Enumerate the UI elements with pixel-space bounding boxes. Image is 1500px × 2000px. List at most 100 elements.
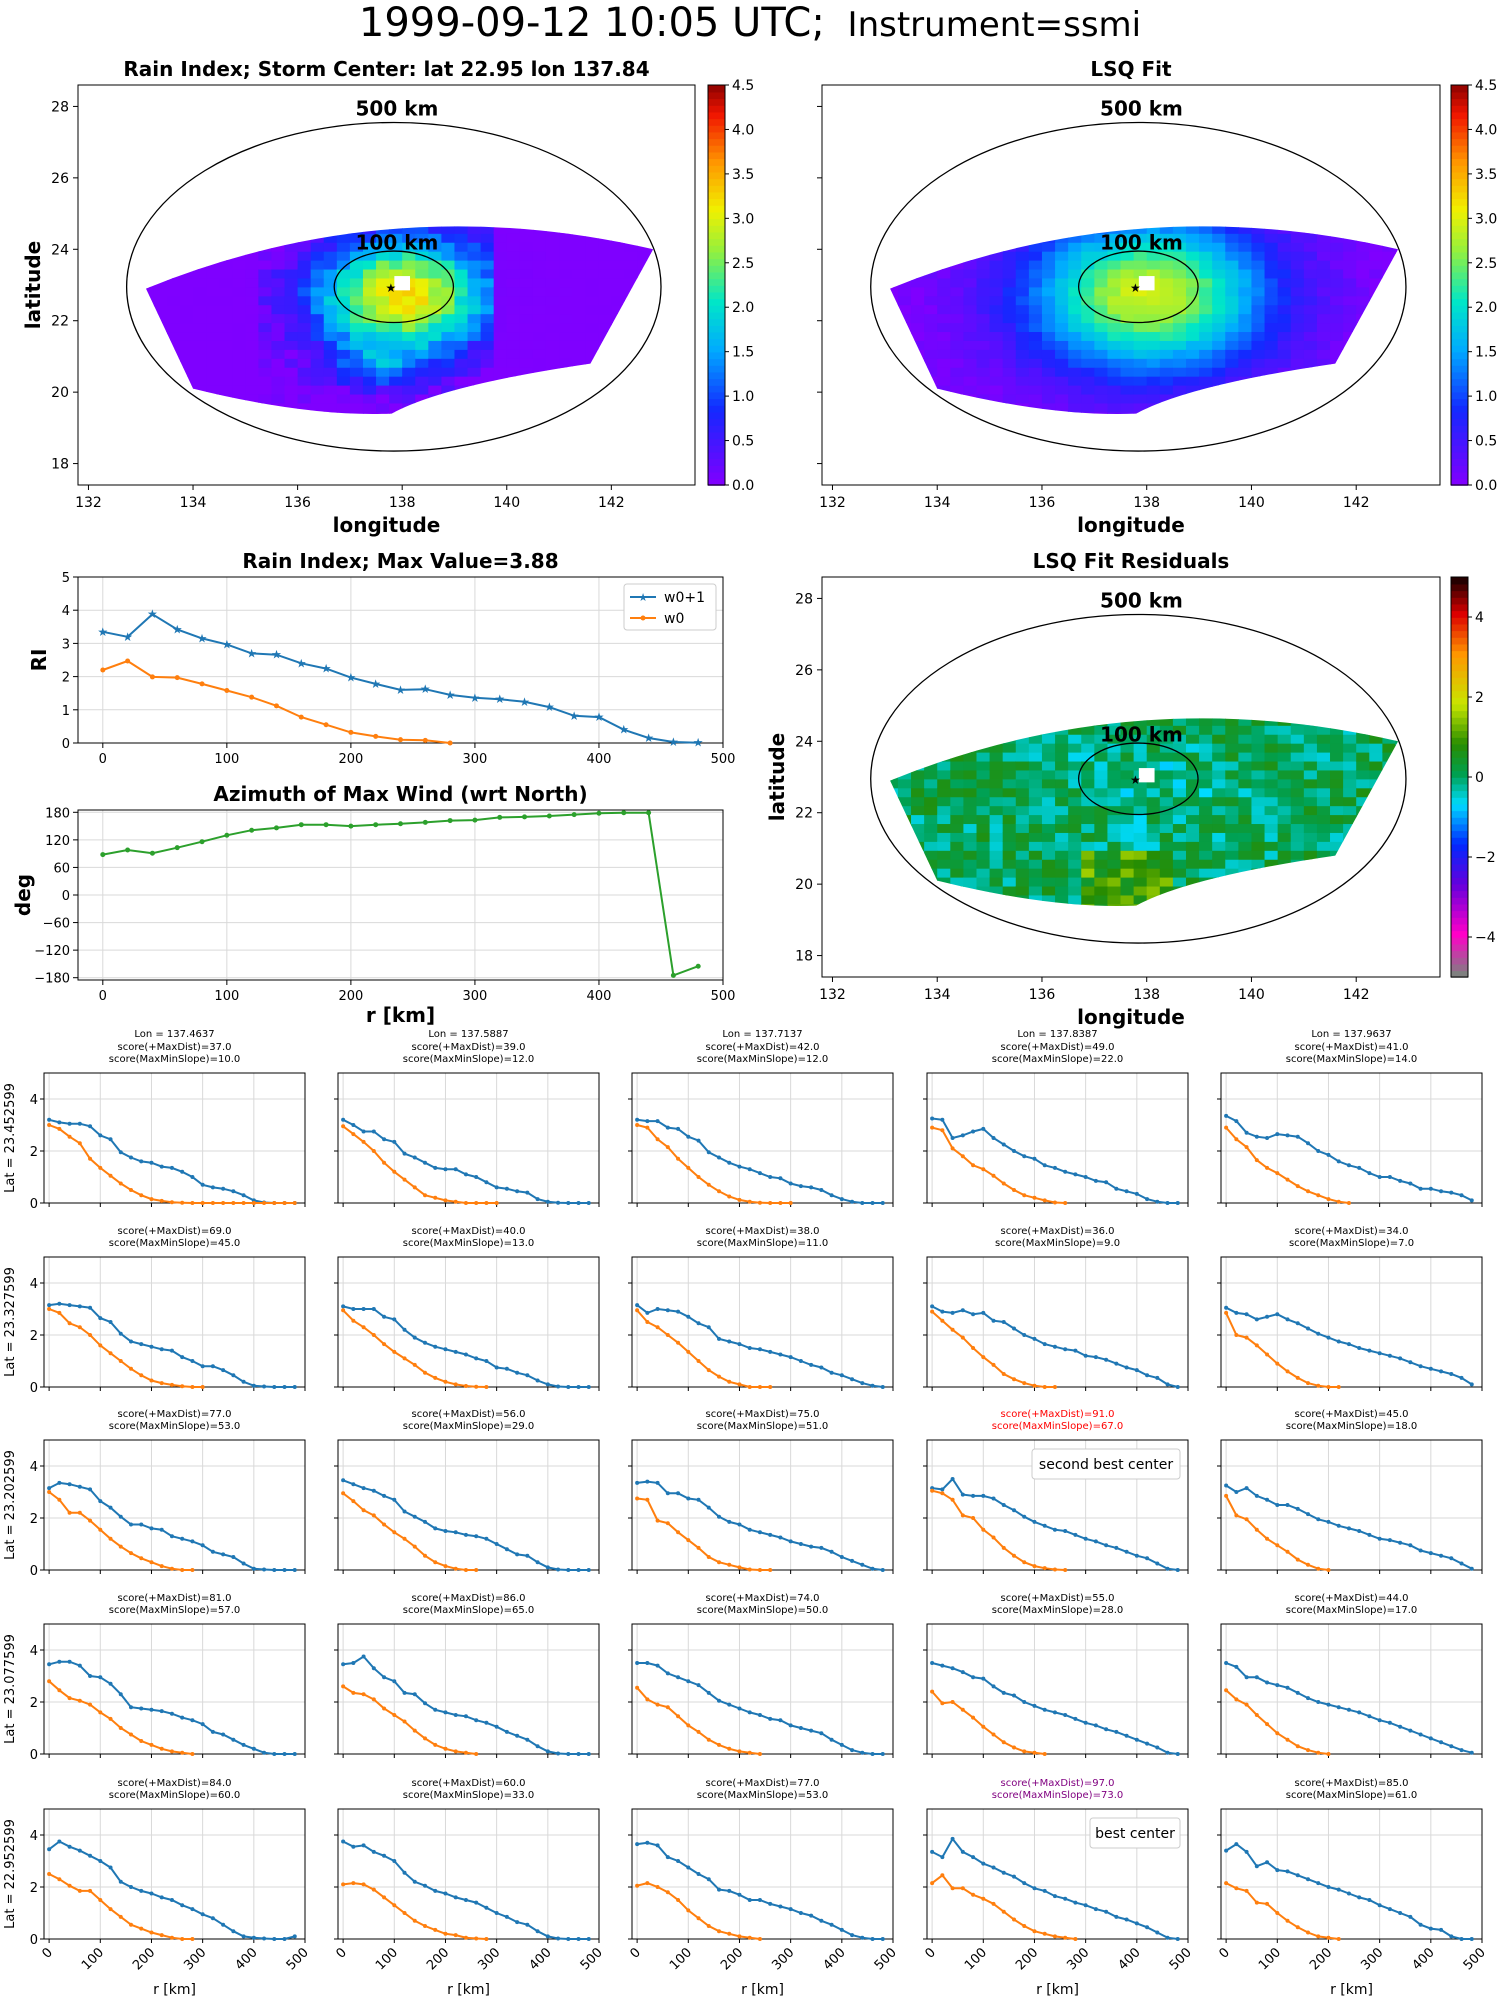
series-w0-point <box>1052 1934 1057 1939</box>
series-w0p1-point <box>453 1713 458 1717</box>
x-tick-label: 300 <box>1064 1945 1092 1973</box>
series-w0p1-point <box>1175 1385 1180 1389</box>
panel-score-maxminslope: score(MaxMinSlope)=12.0 <box>403 1054 534 1065</box>
series-w0p1-point <box>129 1522 133 1527</box>
series-w0p1-point <box>809 1185 814 1190</box>
series-w0p1-point <box>727 1339 732 1344</box>
series-azimuth-point <box>373 822 379 828</box>
series-w0-point <box>129 1732 133 1737</box>
series-w0p1-point <box>1377 1175 1382 1179</box>
x-tick-label: 134 <box>180 495 207 511</box>
series-w0p1-point <box>788 1355 793 1360</box>
series-w0p1-point <box>88 1853 93 1858</box>
series-w0-point <box>108 1351 113 1356</box>
series-w0p1-point <box>169 1711 174 1716</box>
series-w0p1-point <box>241 1742 246 1747</box>
series-w0-point <box>494 1201 499 1205</box>
panel-score-maxminslope: score(MaxMinSlope)=53.0 <box>697 1790 828 1801</box>
panel-score-maxminslope: score(MaxMinSlope)=22.0 <box>992 1054 1123 1065</box>
series-w0-point <box>727 1746 732 1751</box>
series-w0p1-point <box>272 1752 277 1756</box>
series-w0p1-point <box>1244 1312 1249 1317</box>
series-w0p1-point <box>971 1312 976 1317</box>
series-w0p1-point <box>1357 1529 1362 1533</box>
x-tick-label: 300 <box>463 989 488 1004</box>
series-w0-point <box>1001 1181 1006 1186</box>
series-w0p1-point <box>402 1690 407 1695</box>
panel-score-maxminslope: score(MaxMinSlope)=61.0 <box>1286 1790 1417 1801</box>
series-w0p1-point <box>351 1123 356 1127</box>
series-w0p1-point <box>1001 1503 1006 1507</box>
series-azimuth-point <box>398 821 403 827</box>
x-tick-label: 138 <box>1133 495 1160 511</box>
series-w0-point <box>262 1201 267 1205</box>
series-w0p1-point: ★ <box>97 625 108 639</box>
y-tick-label: 4 <box>30 1829 38 1844</box>
series-w0p1-point <box>809 1362 814 1367</box>
series-w0-point <box>757 1752 762 1756</box>
panel-frame <box>1220 1623 1483 1755</box>
series-w0p1-point <box>1093 1539 1098 1544</box>
series-w0p1-point <box>1175 1201 1180 1205</box>
panel-score-maxdist: score(+MaxDist)=85.0 <box>1295 1778 1409 1789</box>
grid-panel: 0 2 4 score(+MaxDist)=69.0score(MaxMinSlope… <box>3 1226 306 1396</box>
series-w0-point <box>1224 1688 1229 1693</box>
series-w0p1-point <box>1234 1119 1239 1124</box>
x-tick-label: 136 <box>1029 987 1056 1003</box>
series-w0-point <box>169 1935 174 1940</box>
series-w0-point <box>67 1321 72 1326</box>
series-w0-point <box>341 1684 346 1689</box>
series-w0p1-point <box>727 1888 732 1893</box>
panel-xlabel: r [km] <box>153 1982 196 1998</box>
series-w0p1-point <box>1418 1732 1423 1737</box>
series-w0-point <box>706 1737 711 1742</box>
series-w0p1-point <box>566 1752 571 1756</box>
y-tick-label: 0 <box>62 889 70 904</box>
series-w0-point <box>1275 1731 1280 1736</box>
series-w0p1-point <box>392 1859 397 1863</box>
series-w0p1-point <box>180 1715 185 1720</box>
grid-panel: 0 2 4 score(+MaxDist)=81.0score(MaxMinSlope… <box>3 1593 306 1763</box>
panel-score-maxdist: score(+MaxDist)=97.0 <box>1001 1778 1115 1789</box>
grid-panel: score(+MaxDist)=55.0score(MaxMinSlope)=2… <box>923 1593 1189 1758</box>
series-w0-point <box>323 722 329 728</box>
series-w0-line <box>1225 1312 1339 1388</box>
series-w0p1-point <box>1083 1720 1088 1725</box>
series-w0-point <box>706 1182 711 1187</box>
series-w0p1-line <box>342 1840 589 1940</box>
series-w0p1-point <box>757 1898 762 1902</box>
y-tick-label: 2 <box>30 1145 38 1160</box>
series-w0p1-point <box>1285 1869 1290 1874</box>
series-w0-point <box>717 1189 721 1194</box>
series-w0-point <box>88 1518 93 1523</box>
colorbar-tick-label: 2.0 <box>1475 300 1497 316</box>
series-w0p1-point <box>788 1539 793 1544</box>
series-w0-point <box>1032 1564 1037 1569</box>
series-w0p1-point <box>839 1555 844 1559</box>
series-w0-point <box>1063 1568 1068 1572</box>
series-w0-point <box>757 1568 762 1572</box>
series-w0p1-point <box>392 1317 397 1322</box>
series-w0p1-point <box>566 1937 571 1941</box>
series-w0p1-point <box>57 1659 62 1664</box>
series-w0p1-point <box>1428 1366 1433 1371</box>
series-w0p1-point <box>371 1666 376 1671</box>
series-w0p1-point <box>118 1514 123 1519</box>
series-w0p1-point <box>676 1491 681 1496</box>
series-w0p1-point <box>839 1373 844 1378</box>
series-w0p1-point <box>200 1182 205 1187</box>
series-w0p1-point <box>971 1675 976 1680</box>
colorbar-tick-label: 1.0 <box>1475 389 1497 405</box>
series-w0p1-point <box>1124 1549 1129 1554</box>
series-w0p1-point <box>231 1555 236 1559</box>
series-w0p1-point <box>971 1493 976 1498</box>
map-xlabel: longitude <box>333 513 441 537</box>
series-w0-point <box>655 1325 660 1330</box>
series-w0p1-point <box>778 1718 783 1723</box>
series-w0-point <box>1244 1145 1249 1150</box>
series-w0p1-point <box>1428 1736 1433 1741</box>
series-w0p1-point <box>525 1190 530 1195</box>
series-w0p1-point <box>98 1133 103 1138</box>
